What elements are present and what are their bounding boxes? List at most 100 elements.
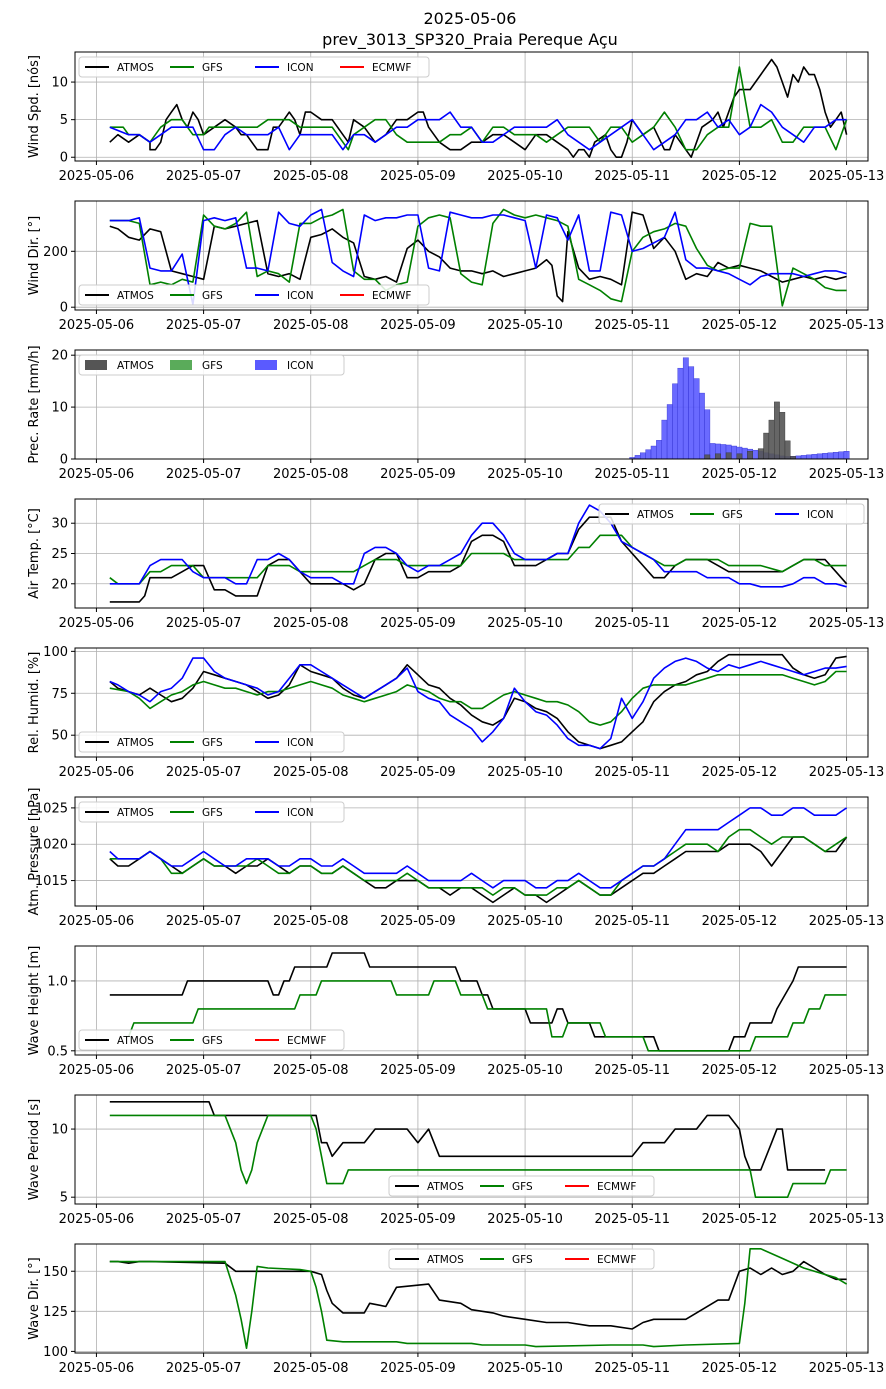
- y-axis-label: Wind Dir. [°]: [27, 216, 42, 296]
- legend-label-gfs: GFS: [202, 62, 223, 74]
- y-tick-label: 200: [43, 245, 68, 260]
- precip-bar-icon: [811, 454, 818, 460]
- y-axis-label: Atm. Pressure [hPa]: [27, 788, 42, 916]
- legend-label-gfs: GFS: [202, 290, 223, 302]
- y-tick-label: 125: [43, 1305, 68, 1320]
- series-line-gfs: [109, 1114, 847, 1198]
- y-tick-label: 5: [60, 1191, 68, 1206]
- x-tick-label: 2025-05-11: [594, 169, 670, 184]
- x-tick-label: 2025-05-12: [702, 169, 778, 184]
- x-tick-label: 2025-05-09: [380, 1063, 456, 1078]
- figure-title-date: 2025-05-06: [424, 9, 517, 28]
- precip-bar-icon: [693, 378, 700, 460]
- panel-rel_humid: 50 75 100 2025-05-06 2025-05-07 2025-05-08 202…: [27, 645, 884, 780]
- y-axis-label: Wave Height [m]: [27, 946, 42, 1056]
- legend-label-atmos: ATMOS: [427, 1181, 464, 1193]
- precip-bar-icon: [822, 453, 829, 460]
- x-tick-label: 2025-05-09: [380, 1212, 456, 1227]
- x-tick-label: 2025-05-07: [166, 1063, 242, 1078]
- x-tick-label: 2025-05-07: [166, 1361, 242, 1376]
- y-tick-label: 1020: [35, 838, 68, 853]
- legend: ATMOS GFS ICON: [598, 503, 865, 525]
- x-tick-label: 2025-05-08: [273, 467, 349, 482]
- x-tick-label: 2025-05-13: [809, 467, 885, 482]
- x-tick-label: 2025-05-10: [487, 467, 563, 482]
- x-tick-label: 2025-05-09: [380, 318, 456, 333]
- legend-swatch-atmos: [85, 360, 107, 370]
- x-tick-label: 2025-05-11: [594, 1212, 670, 1227]
- series-line-gfs: [109, 1248, 848, 1349]
- y-tick-label: 1.0: [47, 974, 68, 989]
- x-tick-label: 2025-05-12: [702, 1361, 778, 1376]
- y-axis-label: Wind Spd. [nós]: [27, 55, 42, 158]
- x-tick-label: 2025-05-13: [809, 169, 885, 184]
- precip-bar-icon: [806, 454, 812, 460]
- x-tick-label: 2025-05-07: [166, 914, 242, 929]
- x-tick-label: 2025-05-08: [273, 1361, 349, 1376]
- x-tick-label: 2025-05-12: [702, 1063, 778, 1078]
- x-tick-label: 2025-05-09: [380, 914, 456, 929]
- precip-bar-atmos: [715, 453, 721, 460]
- series-line-icon: [109, 657, 847, 750]
- x-tick-label: 2025-05-09: [380, 1361, 456, 1376]
- x-tick-label: 2025-05-06: [59, 1212, 135, 1227]
- y-tick-label: 75: [51, 687, 68, 702]
- series-line-atmos: [109, 1260, 847, 1330]
- y-tick-label: 1015: [35, 874, 68, 889]
- legend-box: [388, 1248, 655, 1270]
- x-tick-label: 2025-05-09: [380, 169, 456, 184]
- axes-frame: [74, 1243, 869, 1354]
- axes-frame: [74, 349, 869, 460]
- panel-atm_pressure: 1015 1020 1025 2025-05-06 2025-05-07 2025-05-…: [27, 788, 884, 929]
- precip-bar-atmos: [779, 412, 786, 460]
- legend-label-gfs: GFS: [202, 1035, 223, 1047]
- x-tick-label: 2025-05-13: [809, 1063, 885, 1078]
- legend-box: [388, 1175, 655, 1197]
- y-tick-label: 0: [60, 301, 68, 316]
- legend-box: [78, 284, 430, 306]
- y-axis-label: Wave Period [s]: [27, 1099, 42, 1200]
- precip-bar-icon: [688, 366, 695, 460]
- panel-precip: 0 10 20 2025-05-06 2025-05-07 2025-05-08 2025-…: [27, 345, 884, 482]
- precip-bar-icon: [645, 449, 652, 460]
- y-tick-label: 30: [51, 517, 68, 532]
- x-tick-label: 2025-05-11: [594, 467, 670, 482]
- x-tick-label: 2025-05-11: [594, 318, 670, 333]
- panel-air_temp: 20 25 30 2025-05-06 2025-05-07 2025-05-08 2025…: [27, 498, 885, 631]
- x-tick-label: 2025-05-13: [809, 765, 885, 780]
- legend-label-ecmwf: ECMWF: [597, 1254, 636, 1266]
- precip-bar-icon: [672, 383, 678, 460]
- legend-label-atmos: ATMOS: [117, 62, 154, 74]
- series-line-gfs: [109, 670, 847, 726]
- precip-bar-icon: [709, 443, 716, 460]
- x-tick-label: 2025-05-12: [702, 914, 778, 929]
- axes-frame: [74, 200, 869, 311]
- series-line-atmos: [109, 211, 847, 303]
- legend: ATMOS GFS ICON: [78, 801, 345, 823]
- legend-label-ecmwf: ECMWF: [597, 1181, 636, 1193]
- x-tick-label: 2025-05-08: [273, 914, 349, 929]
- x-tick-label: 2025-05-07: [166, 169, 242, 184]
- precip-bar-icon: [720, 444, 727, 460]
- legend-label-atmos: ATMOS: [117, 360, 154, 372]
- series-line-atmos: [109, 836, 848, 904]
- precip-bar-icon: [838, 451, 845, 460]
- y-tick-label: 20: [51, 577, 68, 592]
- y-tick-label: 50: [51, 729, 68, 744]
- series-line-gfs: [109, 208, 847, 307]
- legend-label-gfs: GFS: [202, 737, 223, 749]
- legend-box: [78, 731, 345, 753]
- precip-bar-atmos: [784, 440, 791, 460]
- precip-bar-atmos: [747, 451, 754, 460]
- legend-label-icon: ICON: [807, 509, 834, 521]
- x-tick-label: 2025-05-13: [809, 616, 885, 631]
- series-line-icon: [109, 807, 848, 889]
- axes-frame: [74, 647, 869, 758]
- panel-wave_height: 0.5 1.0 2025-05-06 2025-05-07 2025-05-08 2025…: [27, 945, 885, 1078]
- x-tick-label: 2025-05-12: [702, 765, 778, 780]
- y-axis-label: Rel. Humid. [%]: [27, 652, 42, 754]
- x-tick-label: 2025-05-12: [702, 318, 778, 333]
- precip-bar-icon: [677, 367, 684, 460]
- x-tick-label: 2025-05-10: [487, 318, 563, 333]
